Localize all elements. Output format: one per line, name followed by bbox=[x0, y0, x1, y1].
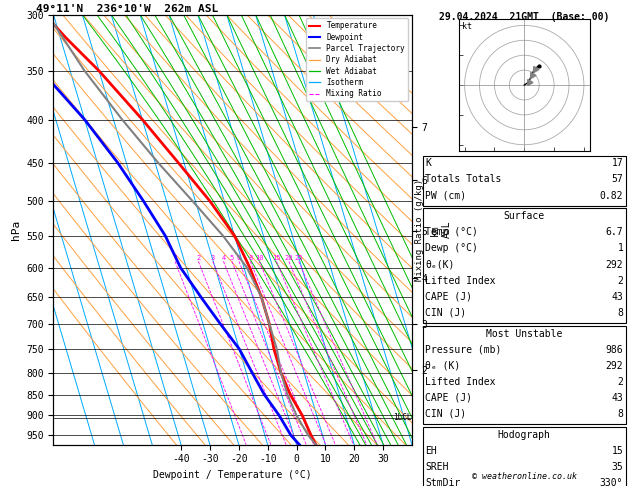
Text: 57: 57 bbox=[611, 174, 623, 185]
Text: CAPE (J): CAPE (J) bbox=[425, 393, 472, 403]
Text: CIN (J): CIN (J) bbox=[425, 409, 466, 419]
Text: 8: 8 bbox=[248, 255, 252, 261]
Text: Lifted Index: Lifted Index bbox=[425, 276, 496, 286]
Text: 0.82: 0.82 bbox=[600, 191, 623, 201]
Text: 6: 6 bbox=[237, 255, 241, 261]
Text: Mixing Ratio (g/kg): Mixing Ratio (g/kg) bbox=[415, 178, 424, 281]
Text: 2: 2 bbox=[196, 255, 201, 261]
Text: 1: 1 bbox=[173, 255, 177, 261]
Text: Surface: Surface bbox=[504, 211, 545, 222]
Text: θₑ (K): θₑ (K) bbox=[425, 361, 460, 371]
Text: © weatheronline.co.uk: © weatheronline.co.uk bbox=[472, 472, 577, 481]
Text: 2: 2 bbox=[618, 377, 623, 387]
Legend: Temperature, Dewpoint, Parcel Trajectory, Dry Adiabat, Wet Adiabat, Isotherm, Mi: Temperature, Dewpoint, Parcel Trajectory… bbox=[306, 18, 408, 101]
Text: 2: 2 bbox=[618, 276, 623, 286]
Text: 49°11'N  236°10'W  262m ASL: 49°11'N 236°10'W 262m ASL bbox=[35, 4, 218, 14]
Text: 6.7: 6.7 bbox=[606, 227, 623, 238]
Text: 1LCL: 1LCL bbox=[392, 413, 411, 422]
Y-axis label: hPa: hPa bbox=[11, 220, 21, 240]
Text: Temp (°C): Temp (°C) bbox=[425, 227, 478, 238]
Text: 1: 1 bbox=[618, 243, 623, 254]
Text: 3: 3 bbox=[211, 255, 215, 261]
Text: 986: 986 bbox=[606, 345, 623, 355]
Text: PW (cm): PW (cm) bbox=[425, 191, 466, 201]
Text: 5: 5 bbox=[230, 255, 234, 261]
Text: 43: 43 bbox=[611, 292, 623, 302]
Text: Pressure (mb): Pressure (mb) bbox=[425, 345, 501, 355]
Text: CAPE (J): CAPE (J) bbox=[425, 292, 472, 302]
Text: 292: 292 bbox=[606, 260, 623, 270]
Text: 17: 17 bbox=[611, 158, 623, 169]
Text: 35: 35 bbox=[611, 462, 623, 472]
Text: StmDir: StmDir bbox=[425, 478, 460, 486]
Y-axis label: km
ASL: km ASL bbox=[430, 221, 452, 239]
Text: 20: 20 bbox=[284, 255, 293, 261]
Text: 15: 15 bbox=[272, 255, 281, 261]
Text: Hodograph: Hodograph bbox=[498, 430, 551, 440]
Text: 43: 43 bbox=[611, 393, 623, 403]
Text: SREH: SREH bbox=[425, 462, 448, 472]
Text: 8: 8 bbox=[618, 308, 623, 318]
Text: 8: 8 bbox=[618, 409, 623, 419]
Text: Dewp (°C): Dewp (°C) bbox=[425, 243, 478, 254]
Text: 15: 15 bbox=[611, 446, 623, 456]
Text: 330°: 330° bbox=[600, 478, 623, 486]
Text: 25: 25 bbox=[294, 255, 303, 261]
Text: θₑ(K): θₑ(K) bbox=[425, 260, 455, 270]
Text: 292: 292 bbox=[606, 361, 623, 371]
Text: EH: EH bbox=[425, 446, 437, 456]
Text: Lifted Index: Lifted Index bbox=[425, 377, 496, 387]
Text: Most Unstable: Most Unstable bbox=[486, 329, 562, 339]
Text: Totals Totals: Totals Totals bbox=[425, 174, 501, 185]
Text: 29.04.2024  21GMT  (Base: 00): 29.04.2024 21GMT (Base: 00) bbox=[439, 12, 610, 22]
Text: 10: 10 bbox=[255, 255, 264, 261]
Text: kt: kt bbox=[462, 22, 472, 32]
X-axis label: Dewpoint / Temperature (°C): Dewpoint / Temperature (°C) bbox=[153, 470, 312, 480]
Text: 4: 4 bbox=[221, 255, 226, 261]
Text: CIN (J): CIN (J) bbox=[425, 308, 466, 318]
Text: K: K bbox=[425, 158, 431, 169]
